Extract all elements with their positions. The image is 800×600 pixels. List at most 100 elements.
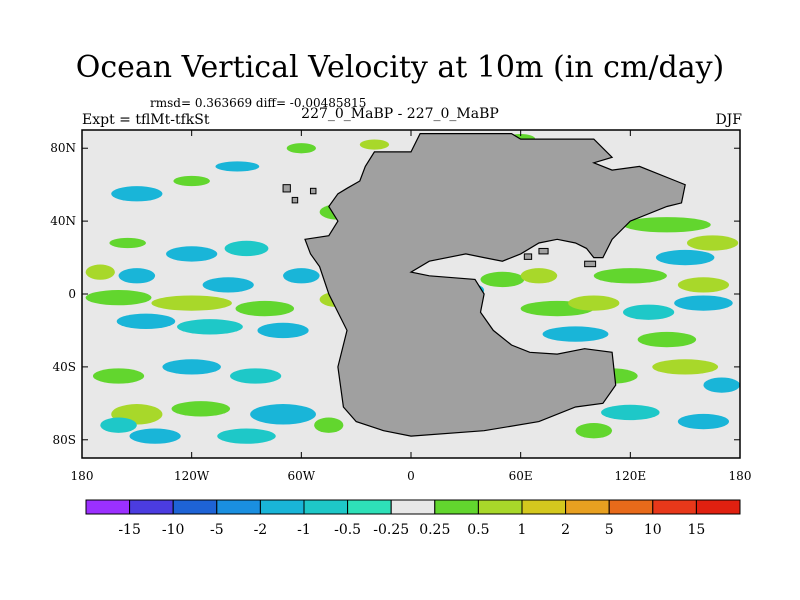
anomaly-patch [601, 404, 660, 421]
anomaly-patch [162, 359, 221, 375]
y-tick-label: 0 [68, 287, 76, 301]
colorbar-box [216, 499, 261, 515]
colorbar-label: 15 [687, 522, 705, 538]
colorbar-box [390, 499, 436, 515]
colorbar-box [652, 499, 697, 515]
colorbar-box [695, 499, 741, 515]
colorbar-label: 0.5 [467, 522, 489, 538]
anomaly-patch [686, 235, 739, 251]
colorbar-label: -5 [210, 522, 224, 538]
anomaly-patch [542, 326, 609, 342]
anomaly-patch [85, 289, 152, 306]
colorbar-box [259, 499, 305, 515]
experiment-label: Expt = tflMt-tfkSt [82, 112, 210, 128]
anomaly-patch [173, 175, 210, 187]
anomaly-patch [235, 300, 295, 317]
colorbar-box [172, 499, 218, 515]
anomaly-patch [100, 417, 137, 433]
y-tick-label: 40S [53, 360, 77, 374]
colorbar-box [477, 499, 523, 515]
island [523, 253, 533, 260]
anomaly-patch [623, 217, 711, 233]
anomaly-patch [116, 313, 176, 329]
anomaly-patch [118, 268, 156, 284]
anomaly-patch [677, 277, 730, 293]
colorbar-label: 5 [605, 522, 614, 538]
anomaly-patch [655, 249, 715, 266]
x-axis: 180 120W 60W 0 60E 120E 180 [71, 130, 752, 483]
anomaly-patch [652, 359, 719, 375]
comparison-label: 227_0_MaBP - 227_0_MaBP [301, 106, 499, 122]
anomaly-patch [250, 404, 316, 425]
anomaly-patch [480, 271, 525, 288]
colorbar-box [434, 499, 479, 515]
x-tick-label: 60W [288, 469, 316, 483]
anomaly-patch [111, 186, 163, 202]
supercontinent [304, 133, 686, 437]
colorbar-label: 10 [644, 522, 662, 538]
anomaly-patch [92, 368, 145, 384]
anomaly-patch [637, 331, 697, 348]
x-tick-label: 120E [614, 469, 646, 483]
x-tick-label: 180 [729, 469, 752, 483]
colorbar-box [85, 499, 131, 515]
island [538, 247, 549, 255]
colorbar-box [565, 499, 610, 515]
chart-title: Ocean Vertical Velocity at 10m (in cm/da… [75, 50, 725, 85]
colorbar-label: -10 [162, 522, 185, 538]
colorbar-label: -0.25 [373, 522, 409, 538]
island [584, 260, 597, 268]
colorbar-label: 2 [561, 522, 570, 538]
x-tick-label: 60E [509, 469, 533, 483]
colorbar-box [129, 499, 174, 515]
colorbar-label: -1 [297, 522, 311, 538]
anomaly-patch [215, 161, 260, 172]
x-tick-label: 0 [407, 469, 415, 483]
colorbar-box [347, 499, 392, 515]
anomaly-patch [520, 268, 558, 284]
x-tick-label: 180 [71, 469, 94, 483]
anomaly-patch [286, 143, 316, 154]
anomaly-patch [217, 428, 276, 444]
anomaly-patch [166, 246, 218, 262]
colorbar-label: -2 [254, 522, 268, 538]
anomaly-patch [677, 413, 730, 430]
anomaly-patch [129, 428, 181, 444]
anomaly-patch [224, 240, 269, 257]
anomaly-patch [177, 319, 243, 335]
anomaly-patch [85, 264, 115, 280]
island [309, 187, 317, 195]
island [282, 184, 291, 193]
anomaly-patch [230, 368, 282, 384]
colorbar-label: 1 [518, 522, 527, 538]
y-tick-label: 80N [50, 141, 76, 155]
y-tick-label: 40N [50, 214, 76, 228]
anomaly-patch [202, 277, 254, 293]
anomaly-patch [109, 237, 146, 249]
season-label: DJF [715, 112, 742, 128]
anomaly-patch [171, 401, 231, 417]
island [291, 196, 299, 204]
anomaly-patch [568, 295, 620, 311]
anomaly-patch [151, 295, 232, 311]
colorbar: -15 -10 -5 -2 -1 -0.5 -0.25 0.25 0.5 1 2 5 10 15 [85, 499, 741, 538]
y-tick-label: 80S [53, 433, 77, 447]
colorbar-label: -0.5 [334, 522, 361, 538]
anomaly-patch [575, 423, 613, 439]
anomaly-patch [593, 268, 667, 284]
colorbar-box [303, 499, 349, 515]
anomaly-patch [359, 139, 390, 150]
anomaly-patch [703, 377, 740, 393]
colorbar-box [521, 499, 567, 515]
anomaly-patch [314, 417, 344, 433]
anomaly-patch [623, 304, 675, 320]
anomaly-patch [257, 322, 309, 339]
colorbar-label: 0.25 [419, 522, 450, 538]
x-tick-label: 120W [174, 469, 210, 483]
y-axis: 80N 40N 0 40S 80S [50, 141, 740, 447]
colorbar-box [608, 499, 654, 515]
stats-line: rmsd= 0.363669 diff= -0.00485815 [150, 96, 367, 110]
anomaly-patch [283, 268, 320, 284]
colorbar-label: -15 [118, 522, 141, 538]
